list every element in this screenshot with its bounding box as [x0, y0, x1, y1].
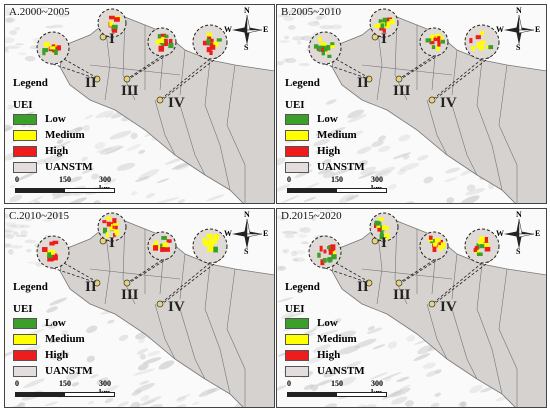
map-panel-a: A.2000~2005 I II III IV Legend UEI Low M… — [4, 4, 275, 204]
region-label-iii: III — [393, 83, 411, 99]
legend-item-low: Low — [13, 317, 66, 329]
legend-item-uanstm: UANSTM — [285, 161, 365, 173]
region-label-iv: IV — [168, 299, 185, 315]
map-panel-d: D.2015~2020 I II III IV Legend UEI Low M… — [276, 208, 547, 408]
legend-title: Legend — [285, 77, 320, 89]
legend-title: Legend — [13, 77, 48, 89]
legend-title: Legend — [13, 281, 48, 293]
legend-subtitle: UEI — [13, 303, 33, 315]
legend-subtitle: UEI — [13, 99, 33, 111]
region-label-iii: III — [121, 287, 139, 303]
region-label-ii: II — [85, 75, 97, 91]
legend-item-uanstm: UANSTM — [13, 365, 93, 377]
map-figure — [277, 209, 546, 407]
legend-item-high: High — [13, 145, 68, 157]
panel-title: C.2010~2015 — [9, 210, 70, 222]
legend-item-uanstm: UANSTM — [285, 365, 365, 377]
region-label-iv: IV — [440, 95, 457, 111]
legend-item-uanstm: UANSTM — [13, 161, 93, 173]
scale-bar: 0 150 300 km — [15, 175, 115, 193]
legend-subtitle: UEI — [285, 303, 305, 315]
scale-bar: 0 150 300 km — [287, 175, 387, 193]
legend-item-medium: Medium — [13, 129, 85, 141]
region-label-i: I — [381, 235, 387, 251]
legend-item-high: High — [285, 349, 340, 361]
region-label-iii: III — [121, 83, 139, 99]
scale-bar: 0 150 300 km — [287, 379, 387, 397]
map-panel-c: C.2010~2015 I II III IV Legend UEI Low M… — [4, 208, 275, 408]
region-label-i: I — [109, 31, 115, 47]
legend-item-high: High — [13, 349, 68, 361]
region-label-ii: II — [357, 279, 369, 295]
map-figure — [277, 5, 546, 203]
legend-subtitle: UEI — [285, 99, 305, 111]
legend-item-low: Low — [13, 113, 66, 125]
compass-icon: N S W E — [224, 210, 269, 256]
legend-item-low: Low — [285, 113, 338, 125]
region-label-i: I — [381, 31, 387, 47]
compass-icon: N S W E — [496, 6, 541, 52]
legend-item-low: Low — [285, 317, 338, 329]
compass-icon: N S W E — [496, 210, 541, 256]
legend-item-medium: Medium — [13, 333, 85, 345]
compass-icon: N S W E — [224, 6, 269, 52]
map-panel-b: B.2005~2010 I II III IV Legend UEI Low M… — [276, 4, 547, 204]
region-label-iii: III — [393, 287, 411, 303]
region-label-ii: II — [357, 75, 369, 91]
legend-title: Legend — [285, 281, 320, 293]
panel-title: B.2005~2010 — [281, 6, 342, 18]
panel-title: A.2000~2005 — [9, 6, 70, 18]
region-label-iv: IV — [440, 299, 457, 315]
legend-item-medium: Medium — [285, 129, 357, 141]
region-label-i: I — [109, 235, 115, 251]
legend-item-high: High — [285, 145, 340, 157]
region-label-iv: IV — [168, 95, 185, 111]
panel-title: D.2015~2020 — [281, 210, 342, 222]
region-label-ii: II — [85, 279, 97, 295]
legend-item-medium: Medium — [285, 333, 357, 345]
scale-bar: 0 150 300 km — [15, 379, 115, 397]
